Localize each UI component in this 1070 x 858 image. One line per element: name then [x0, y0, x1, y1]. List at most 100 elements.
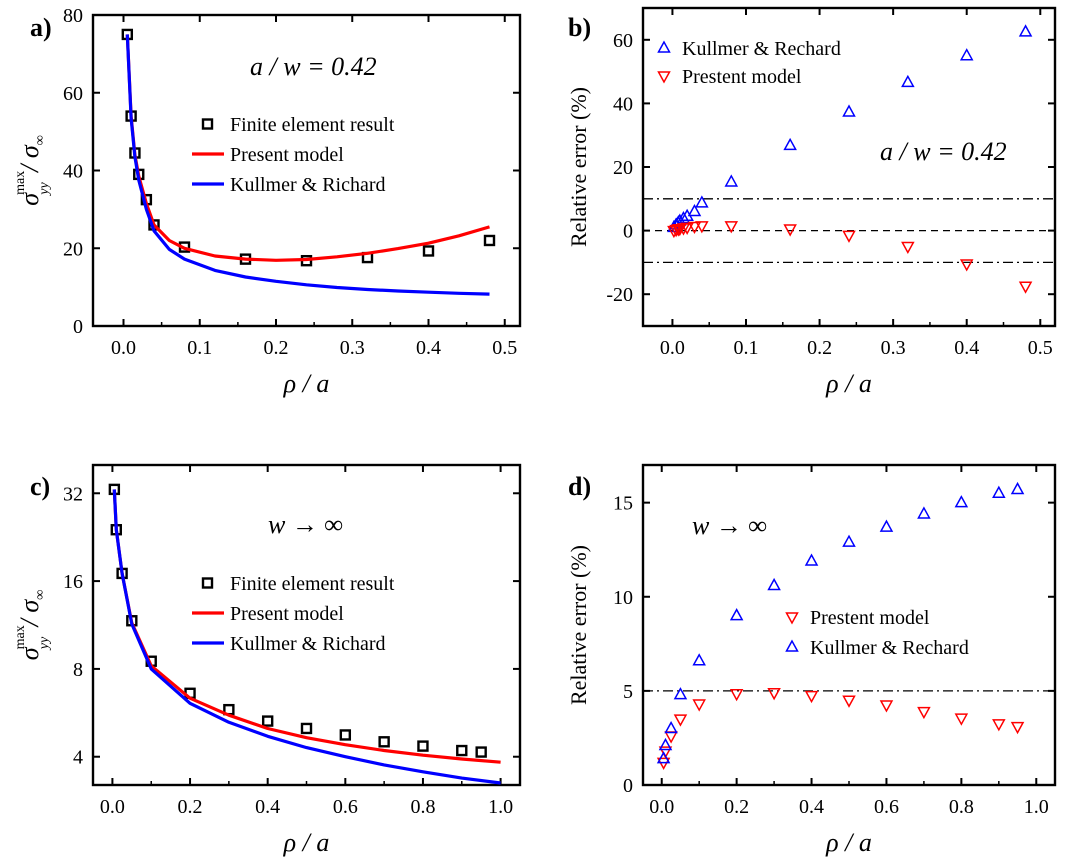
data-point	[992, 485, 1006, 498]
x-tick-label: 0.4	[799, 796, 824, 818]
x-tick-label: 0.0	[660, 337, 685, 359]
data-point	[992, 719, 1006, 732]
x-axis-title: ρ / a	[283, 828, 330, 857]
y-tick-label: 60	[613, 30, 633, 52]
x-tick-label: 0.2	[264, 337, 289, 359]
x-tick-label: 0.3	[340, 337, 365, 359]
legend-label: Kullmer & Rechard	[682, 38, 841, 60]
data-point	[339, 729, 352, 741]
legend-label: Finite element result	[230, 114, 395, 136]
x-tick-label: 1.0	[1024, 796, 1049, 818]
x-tick-label: 0.1	[734, 337, 759, 359]
panel-label: b)	[568, 13, 591, 42]
annotation: w → ∞	[692, 511, 767, 540]
y-axis-title: Relative error (%)	[566, 545, 591, 705]
panel-label: a)	[30, 13, 52, 42]
legend: Kullmer & Rechard Prestent model	[657, 38, 841, 88]
data-point	[656, 757, 671, 770]
data-point	[483, 234, 496, 247]
y-axis-title-part: σ	[15, 192, 44, 206]
x-tick-label: 0.6	[333, 796, 358, 818]
panel-b: 0.0 0.1 0.2 0.3 0.4 0.5 -20 0 20 40 60 Kullmer & Re…	[566, 6, 1057, 398]
data-point	[695, 221, 709, 234]
y-axis-title-part: max	[13, 625, 28, 649]
y-tick-label: 8	[73, 659, 83, 681]
panel-label: d)	[568, 472, 591, 501]
x-tick-label: 0.1	[187, 337, 212, 359]
data-point	[767, 577, 781, 591]
y-tick-label: 4	[73, 747, 83, 769]
data-point	[724, 221, 739, 234]
data-point	[692, 653, 706, 666]
data-point	[422, 245, 435, 257]
legend-label: Kullmer & Rechard	[810, 637, 969, 659]
data-point	[879, 700, 894, 713]
data-point	[680, 222, 694, 235]
legend-swatch	[201, 577, 214, 589]
x-tick-label: 0.6	[874, 796, 899, 818]
data-point	[300, 722, 313, 735]
y-tick-label: -20	[606, 284, 633, 306]
x-tick-label: 0.5	[492, 337, 517, 359]
y-axis-title: σmax yy / σ∞	[13, 590, 52, 660]
data-point	[729, 608, 744, 621]
data-point	[901, 74, 915, 88]
data-point	[783, 137, 797, 151]
y-axis-title-part: max	[13, 171, 28, 195]
data-point	[658, 737, 673, 751]
data-point	[959, 48, 974, 61]
data-point	[879, 519, 894, 532]
data-point	[1018, 24, 1033, 37]
y-tick-label: 20	[63, 238, 83, 260]
y-tick-label: 5	[623, 681, 633, 703]
y-tick-label: 60	[63, 83, 83, 105]
y-tick-label: 16	[63, 571, 83, 593]
data-point	[954, 713, 969, 726]
data-point	[842, 230, 856, 243]
x-tick-label: 0.0	[649, 796, 674, 818]
y-tick-label: 40	[613, 93, 633, 115]
series-kullmer-richard	[112, 489, 501, 785]
x-axis-title: ρ / a	[825, 369, 872, 398]
data-point	[729, 688, 744, 702]
data-point	[804, 553, 819, 566]
legend: Finite element result Present model Kullme…	[192, 114, 395, 196]
data-point	[1018, 281, 1033, 294]
panel-a: 0.0 0.1 0.2 0.3 0.4 0.5 0 20 40 60 80 Finite elemen…	[13, 5, 522, 398]
legend-swatch	[657, 71, 671, 84]
legend-label: Kullmer & Richard	[230, 174, 386, 196]
x-tick-label: 0.8	[410, 796, 435, 818]
y-tick-label: 0	[73, 316, 83, 338]
y-axis-title-text: σmax yy / σ∞	[13, 135, 52, 205]
y-axis-title-part: ∞	[33, 135, 48, 145]
data-point	[1010, 721, 1025, 735]
y-axis-title: σmax yy / σ∞	[13, 135, 52, 205]
data-point	[959, 259, 974, 272]
data-point	[676, 210, 691, 224]
y-tick-label: 32	[63, 483, 83, 505]
data-point	[692, 699, 706, 712]
panel-d: 0.0 0.2 0.4 0.6 0.8 1.0 0 5 10 15 Prestent model Ku…	[566, 463, 1057, 857]
data-point	[656, 751, 671, 764]
legend-label: Present model	[230, 144, 344, 166]
data-point	[673, 687, 688, 700]
y-axis-title-part: σ	[15, 646, 44, 660]
x-tick-label: 1.0	[488, 796, 513, 818]
data-point	[664, 720, 678, 734]
panel-label: c)	[30, 472, 50, 501]
data-point	[664, 731, 678, 744]
series-line	[125, 34, 490, 296]
y-tick-label: 0	[623, 775, 633, 797]
data-point	[687, 203, 702, 217]
legend-label: Finite element result	[230, 573, 395, 595]
annotation: a / w = 0.42	[250, 52, 377, 81]
legend-label: Present model	[230, 603, 344, 625]
panel-c: 0.0 0.2 0.4 0.6 0.8 1.0 4 8 16 32 Finite element r…	[13, 463, 522, 857]
y-tick-label: 80	[63, 5, 83, 27]
annotation: w → ∞	[268, 510, 343, 539]
data-point	[1010, 481, 1025, 495]
legend-swatch	[201, 118, 214, 130]
annotation: a / w = 0.42	[880, 137, 1007, 166]
data-point	[456, 744, 468, 757]
series-line	[112, 489, 501, 785]
